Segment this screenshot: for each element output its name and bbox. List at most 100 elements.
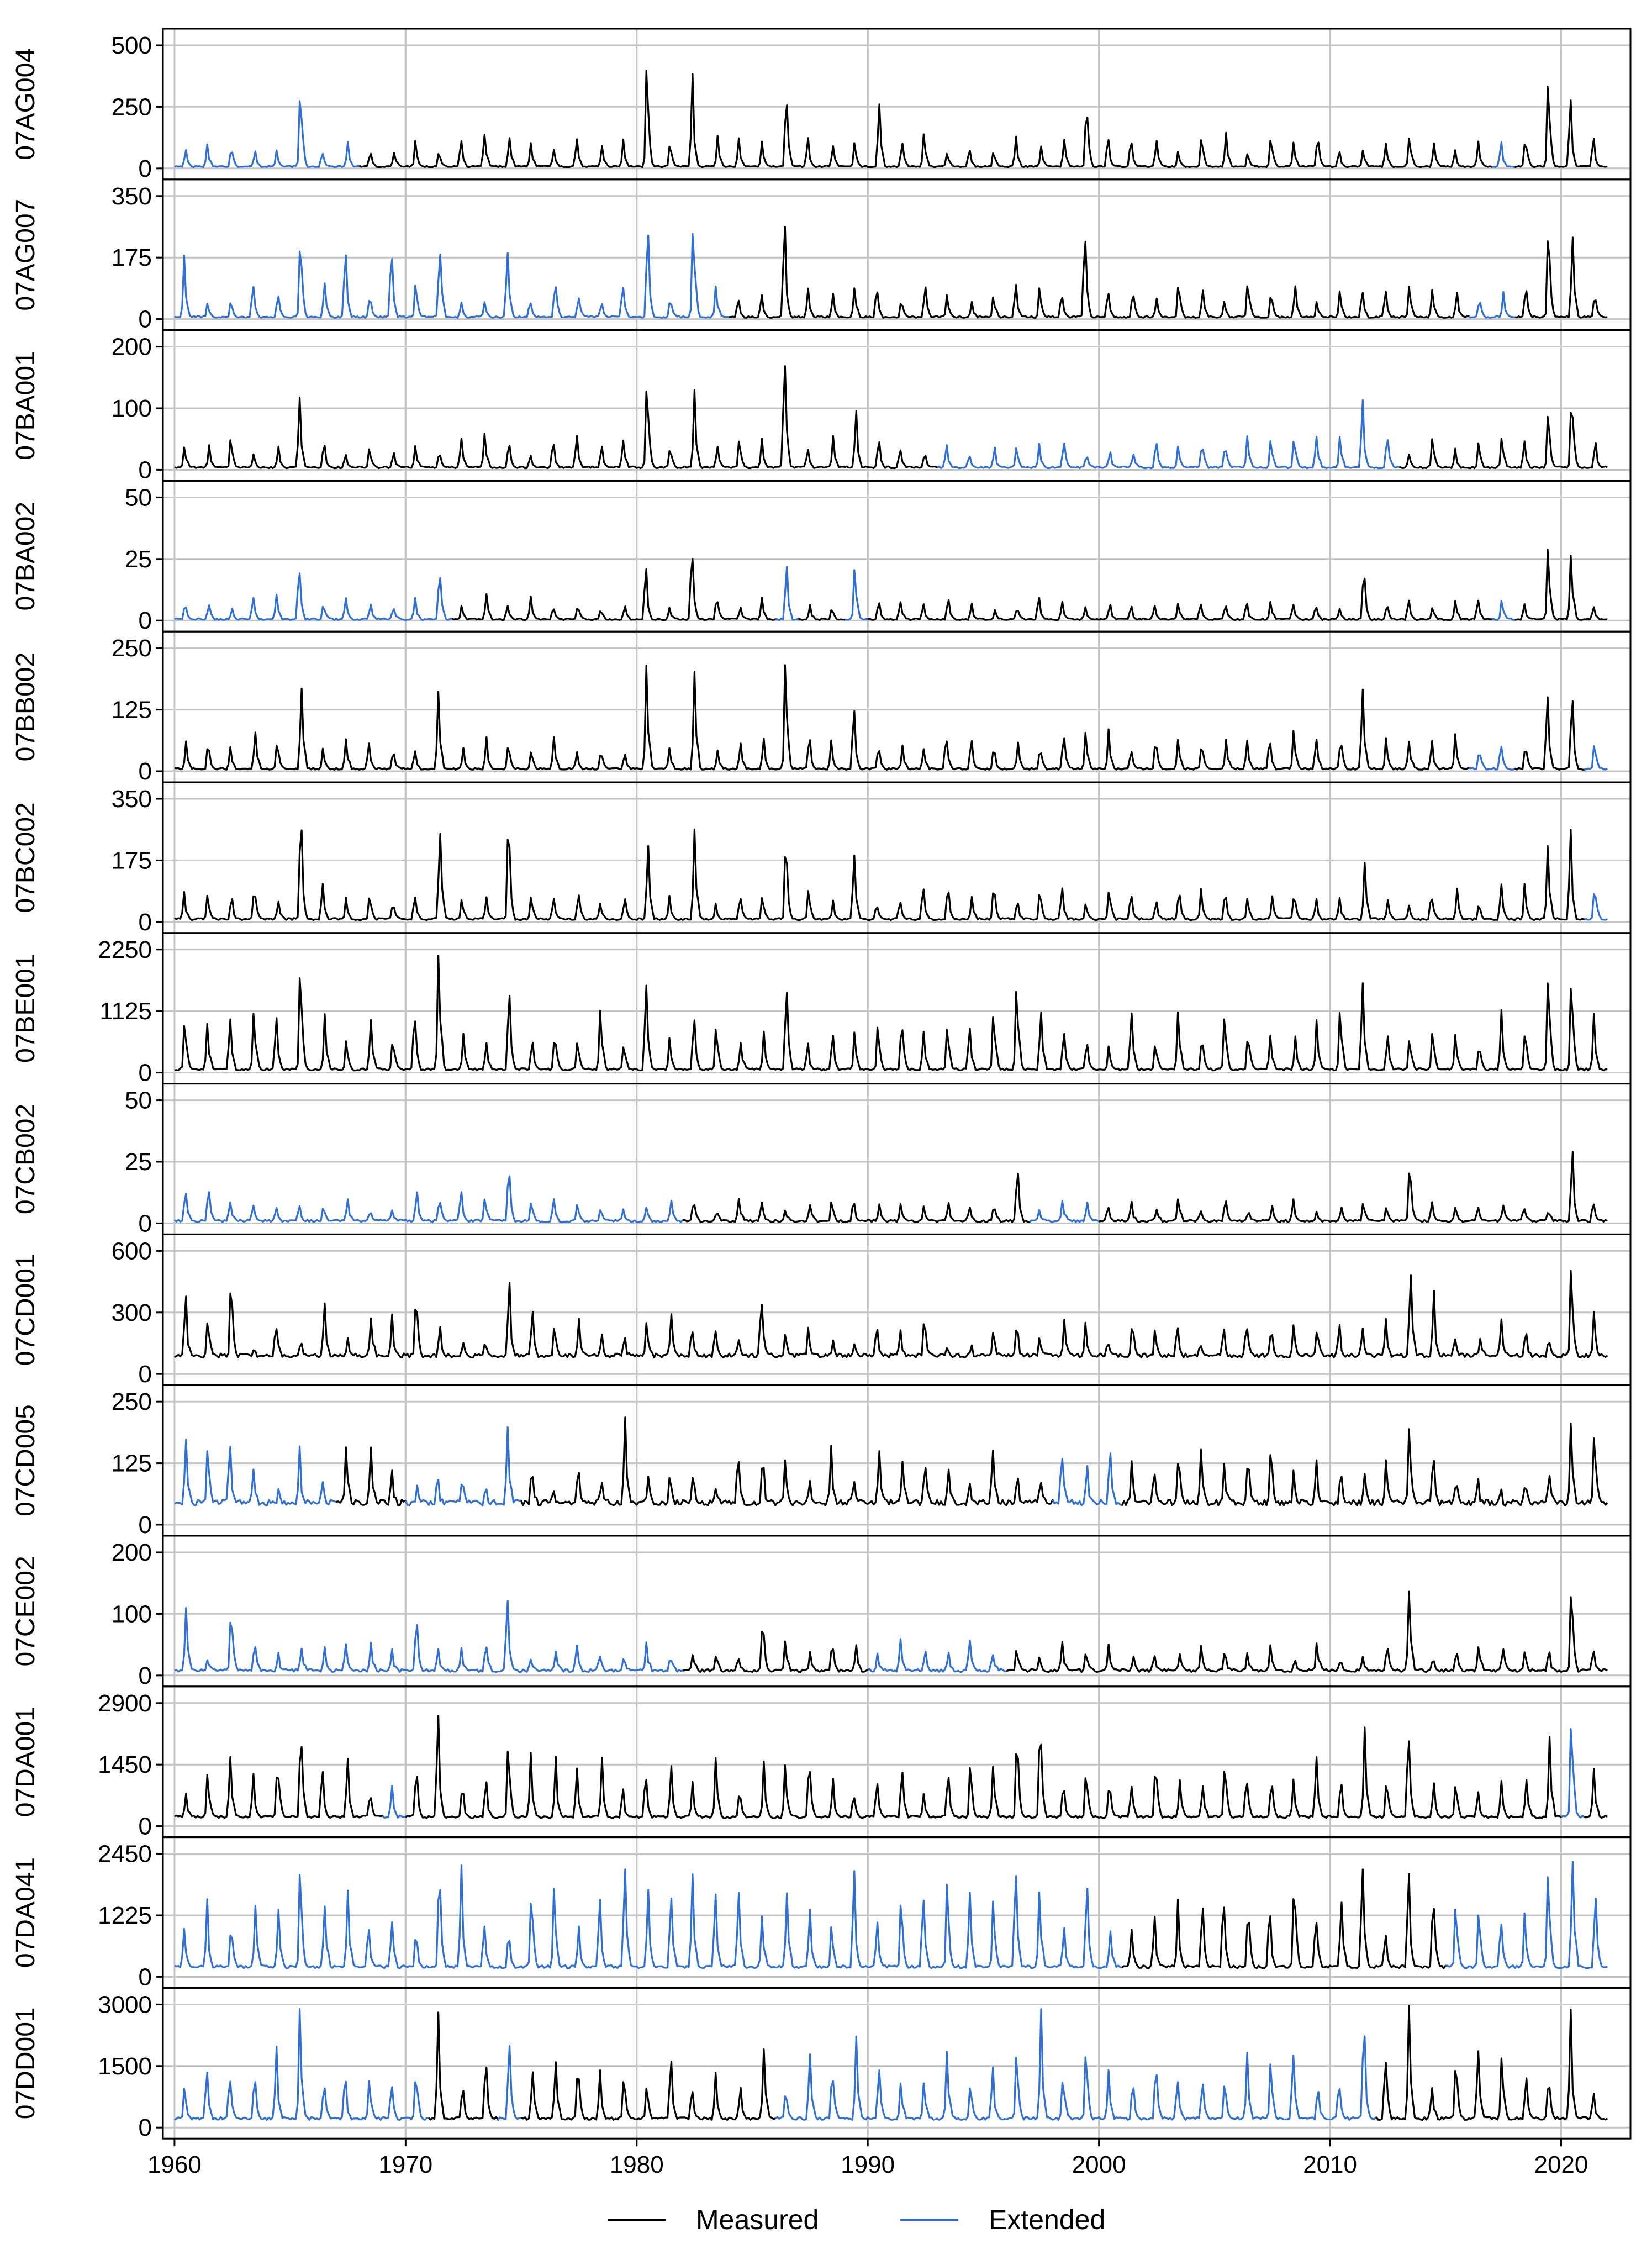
series-extended-07BC002-1 [1584, 893, 1608, 921]
y-tick-label: 0 [139, 1662, 152, 1689]
y-tick-label: 1225 [98, 1902, 152, 1929]
station-label: 07DA041 [11, 1857, 40, 1968]
series-extended-07CD005-0 [174, 1439, 339, 1506]
panel-stack: 025050007AG004017535007AG007010020007BA0… [11, 28, 1632, 2141]
series-extended-07DA041-2 [1445, 1861, 1608, 1969]
series-measured-07DA001-2 [405, 1715, 1564, 1819]
station-label: 07CE002 [11, 1556, 40, 1666]
series-extended-07DA041-0 [174, 1864, 1125, 1969]
panel-07CD001: 0 300 600 07CD001 [11, 1233, 1632, 1388]
series-measured-07DA041-1 [1121, 1868, 1448, 1969]
y-tick-label: 0 [139, 1361, 152, 1388]
series-extended-07CD005-2 [404, 1426, 524, 1506]
panel-07BB002: 0 125 250 07BB002 [11, 630, 1632, 785]
y-tick-label: 250 [112, 635, 152, 662]
x-tick-label: 1970 [378, 2151, 432, 2178]
panel-07CB002: 0 25 50 07CB002 [11, 1083, 1632, 1237]
y-tick-label: 0 [139, 306, 152, 333]
y-tick-label: 100 [112, 395, 152, 422]
series-measured-07BA001-0 [174, 365, 940, 470]
series-measured-07BA002-1 [451, 557, 778, 621]
panel-07CD005: 0 125 250 07CD005 [11, 1384, 1632, 1539]
y-tick-label: 1500 [98, 2053, 152, 2080]
series-extended-07DA001-3 [1560, 1728, 1587, 1819]
series-measured-07AG007-1 [729, 226, 1471, 319]
series-measured-07BA002-3 [798, 604, 847, 621]
y-tick-label: 100 [112, 1600, 152, 1627]
y-tick-label: 50 [125, 484, 152, 511]
series-extended-07AG004-2 [1491, 141, 1517, 168]
series-measured-07DA001-4 [1584, 1767, 1608, 1819]
y-tick-label: 0 [139, 1963, 152, 1990]
station-label: 07BC002 [11, 802, 40, 913]
y-tick-label: 200 [112, 1539, 152, 1566]
series-extended-07BA001-1 [936, 399, 1402, 470]
series-extended-07CE002-2 [867, 1638, 1009, 1673]
panel-07BE001: 0 1125 2250 07BE001 [11, 932, 1632, 1087]
legend-extended-label: Extended [989, 2204, 1105, 2235]
y-tick-label: 500 [112, 32, 152, 59]
station-label: 07AG007 [11, 199, 40, 311]
series-extended-07AG007-0 [174, 233, 731, 319]
y-tick-label: 2450 [98, 1841, 152, 1868]
panel-frame [162, 178, 1632, 331]
station-label: 07CD005 [11, 1404, 40, 1516]
y-tick-label: 350 [112, 183, 152, 210]
series-measured-07DD001-3 [521, 2048, 778, 2121]
series-measured-07BA001-2 [1398, 412, 1608, 470]
series-extended-07BB002-3 [1584, 745, 1608, 771]
y-tick-label: 0 [139, 456, 152, 483]
x-tick-label: 1960 [147, 2151, 202, 2178]
y-tick-label: 125 [112, 697, 152, 724]
y-tick-label: 250 [112, 93, 152, 120]
panel-07AG004: 0 250 500 07AG004 [11, 28, 1632, 182]
series-measured-07BB002-0 [174, 664, 1471, 771]
x-tick-label: 2010 [1303, 2151, 1357, 2178]
x-axis: 1960 1970 1980 1990 2000 2010 2020 [147, 2138, 1588, 2178]
series-extended-07BA002-2 [775, 565, 801, 621]
panel-07BA001: 0 100 200 07BA001 [11, 329, 1632, 483]
y-tick-label: 25 [125, 1149, 152, 1176]
y-tick-label: 0 [139, 607, 152, 634]
series-measured-07CD005-1 [336, 1446, 409, 1506]
y-tick-label: 125 [112, 1450, 152, 1477]
y-tick-label: 300 [112, 1299, 152, 1326]
series-extended-07DD001-0 [174, 2008, 431, 2121]
series-measured-07CD001-0 [174, 1270, 1608, 1359]
series-extended-07CB002-0 [173, 1175, 685, 1223]
y-tick-label: 350 [112, 786, 152, 813]
station-label: 07BE001 [11, 954, 40, 1063]
series-measured-07BB002-2 [1514, 696, 1587, 771]
series-measured-07CB002-1 [683, 1172, 1032, 1223]
legend: Measured Extended [608, 2204, 1105, 2235]
panel-frame [162, 932, 1632, 1085]
series-extended-07CE002-0 [174, 1599, 685, 1673]
y-tick-label: 0 [139, 758, 152, 785]
y-tick-label: 600 [112, 1237, 152, 1265]
x-tick-label: 1990 [841, 2151, 895, 2178]
y-tick-label: 2250 [98, 936, 152, 963]
panel-07BA002: 0 25 50 07BA002 [11, 480, 1632, 634]
series-measured-07CE002-3 [1006, 1590, 1608, 1673]
panel-frame [162, 1233, 1632, 1386]
panel-07DA041: 0 1225 2450 07DA041 [11, 1836, 1632, 1990]
x-tick-label: 2000 [1072, 2151, 1126, 2178]
series-measured-07DA001-0 [174, 1746, 386, 1819]
y-tick-label: 50 [125, 1087, 152, 1114]
panel-frame [162, 1987, 1632, 2140]
y-tick-label: 0 [139, 1511, 152, 1539]
series-extended-07DD001-4 [774, 2008, 1379, 2121]
series-measured-07AG007-3 [1514, 236, 1608, 319]
y-tick-label: 0 [139, 909, 152, 936]
station-label: 07BB002 [11, 652, 40, 762]
series-measured-07AG004-1 [358, 70, 1494, 168]
y-tick-label: 25 [125, 546, 152, 573]
legend-measured-label: Measured [696, 2204, 819, 2235]
series-extended-07BB002-1 [1468, 746, 1517, 771]
y-tick-label: 1450 [98, 1751, 152, 1778]
panel-frame [162, 1083, 1632, 1235]
series-extended-07AG007-2 [1468, 291, 1517, 319]
series-measured-07AG004-3 [1514, 86, 1608, 168]
y-tick-label: 1125 [99, 998, 152, 1025]
